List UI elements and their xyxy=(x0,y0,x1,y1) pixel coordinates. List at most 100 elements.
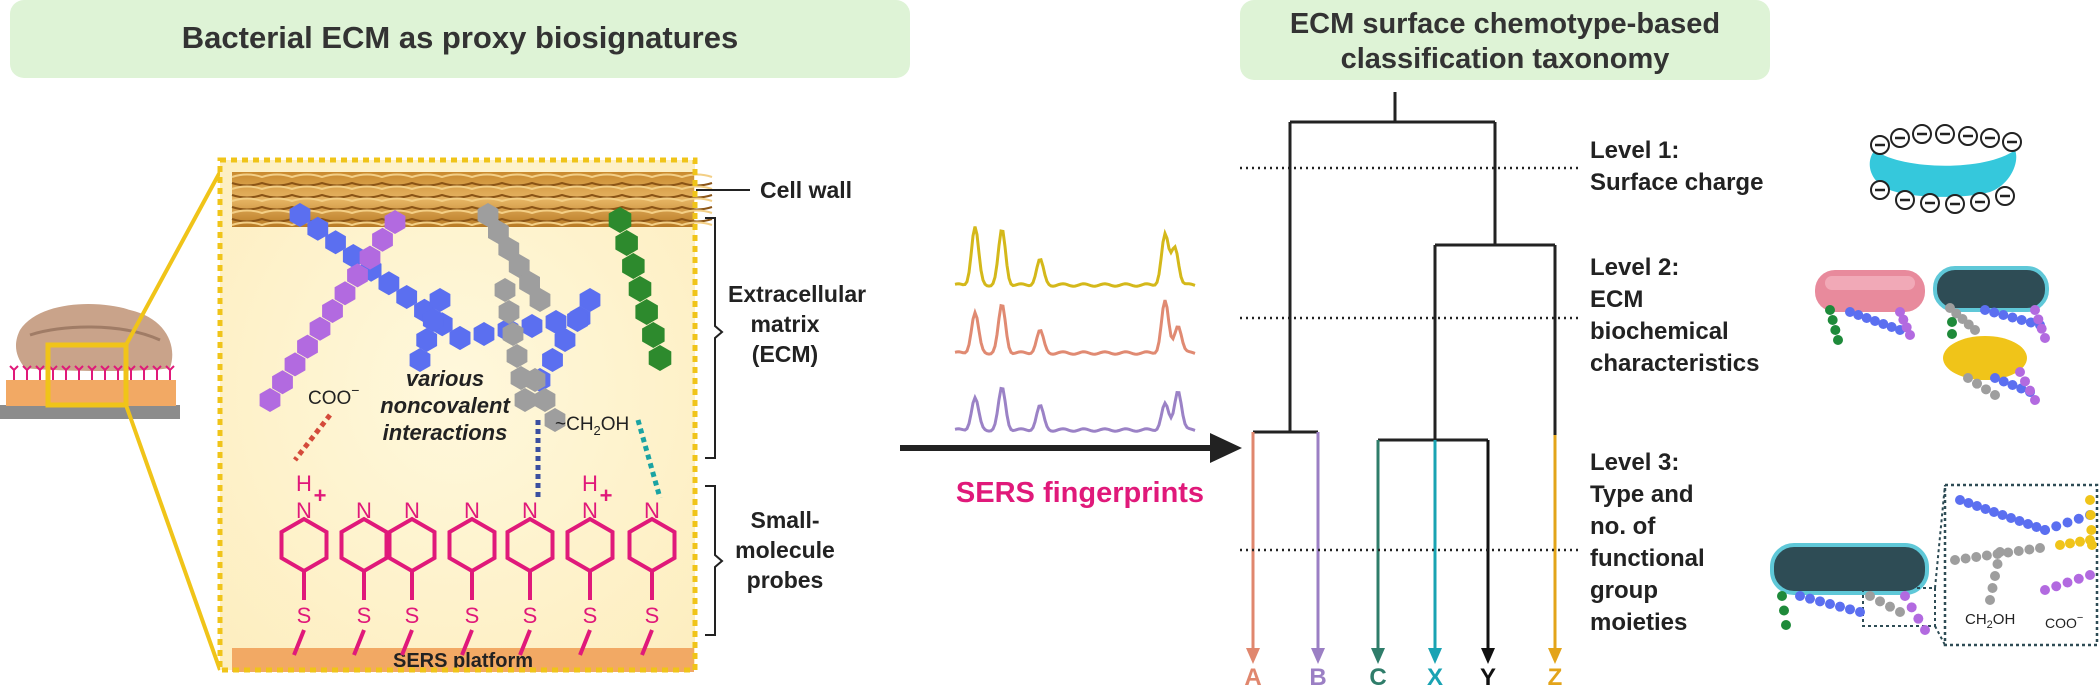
ecm-purple-hexagon xyxy=(297,334,318,359)
atom-n: N xyxy=(644,498,660,523)
interaction-line-coo xyxy=(293,413,332,462)
bead-blue xyxy=(1980,305,1990,315)
tiny-probe xyxy=(9,365,19,380)
leaf-label-B: B xyxy=(1309,664,1326,685)
bead-purple xyxy=(1898,314,1909,325)
ecm-gray-hexagon xyxy=(498,300,520,324)
ecm-green-hexagon xyxy=(635,299,658,325)
ecm-purple-hexagon xyxy=(347,263,368,288)
bead-green xyxy=(1781,620,1791,630)
dark-bacterium xyxy=(1935,268,2047,310)
atom-n: N xyxy=(296,498,312,523)
bead-purple xyxy=(2085,570,2095,580)
right-header-bg xyxy=(1240,0,1770,80)
wall-fiber xyxy=(231,173,713,179)
bead-blue xyxy=(2006,513,2016,523)
bead-gray xyxy=(2024,544,2035,555)
ecm-purple-hexagon xyxy=(309,316,331,341)
surface-charge-icon xyxy=(1869,124,2022,214)
bead-purple xyxy=(2025,385,2035,396)
bead-blue xyxy=(1955,495,1965,505)
left-header: Bacterial ECM as proxy biosignatures xyxy=(10,0,910,78)
bead-purple xyxy=(2051,581,2062,592)
ecm-purple-hexagon xyxy=(372,227,393,252)
ecm-gray-hexagon xyxy=(529,288,551,312)
pyridine-ring xyxy=(279,516,329,574)
pyridine-ring xyxy=(565,516,615,574)
sers-spectrum-1 xyxy=(954,299,1196,356)
bead-gray xyxy=(2035,543,2045,553)
ecm-gray-hexagon xyxy=(519,271,540,295)
tiny-probes xyxy=(9,365,175,380)
bead-gray xyxy=(1895,607,1905,617)
atom-s: S xyxy=(357,603,372,628)
bead-blue xyxy=(1980,504,1991,514)
bead-gray xyxy=(1990,571,2000,581)
left-title: Bacterial ECM as proxy biosignatures xyxy=(182,20,738,55)
level-labels: Level 1: Surface charge Level 2: ECM bio… xyxy=(1590,137,1763,636)
bead-gray xyxy=(1885,601,1895,612)
various-label-1: various xyxy=(406,366,484,391)
ecm-purple-hexagon xyxy=(272,370,293,395)
bead-yellow xyxy=(2086,525,2097,535)
wall-fiber xyxy=(231,209,713,215)
bead-green xyxy=(1825,305,1835,315)
wall-fiber xyxy=(231,185,713,191)
bead-gray xyxy=(1972,378,1982,389)
ecm-gray-hexagon xyxy=(514,388,536,412)
bead-blue xyxy=(1870,316,1880,326)
bead-green xyxy=(1830,325,1841,335)
ecm-blue-hexagon xyxy=(409,348,431,372)
wall-fiber xyxy=(231,197,713,203)
right-title-1: ECM surface chemotype-based xyxy=(1290,8,1720,40)
atom-s: S xyxy=(405,603,420,628)
substrate-base xyxy=(0,405,180,419)
bead-blue xyxy=(1815,596,1825,607)
atom-h: H xyxy=(296,471,312,496)
bead-yellow xyxy=(2075,536,2085,547)
tiny-probe xyxy=(22,365,32,380)
functional-group-icons: CH2OH COO− xyxy=(1770,483,2099,647)
ecm-chains xyxy=(259,203,672,432)
ecm-blue-hexagon xyxy=(542,348,563,372)
bead-blue xyxy=(2014,516,2025,526)
leaf-label-Z: Z xyxy=(1548,664,1563,685)
bead-blue xyxy=(1886,322,1897,332)
coo-label: COO− xyxy=(308,382,359,409)
atom-n: N xyxy=(356,498,372,523)
bead-yellow xyxy=(2065,538,2075,549)
ecm-gray-hexagon xyxy=(524,368,546,392)
bead-blue xyxy=(2051,521,2062,532)
bead-blue xyxy=(2040,525,2050,535)
bead-gray xyxy=(1992,559,2003,569)
sers-spectrum-0 xyxy=(954,226,1196,288)
atom-h: H xyxy=(582,471,598,496)
bead-gray xyxy=(1981,550,1992,561)
bead-green xyxy=(1779,605,1789,616)
ecm-gray-hexagon xyxy=(494,278,516,302)
bead-gray xyxy=(1990,390,2000,400)
bead-green xyxy=(1827,315,1838,325)
leaf-arrowhead-A xyxy=(1246,648,1260,664)
bead-blue xyxy=(1989,307,2000,318)
lvl3-zoom-line-1 xyxy=(1934,484,1946,589)
negative-charges xyxy=(1870,124,2022,214)
sers-spectra xyxy=(954,226,1196,433)
cell-wall-label: Cell wall xyxy=(760,177,852,203)
ecm-blue-hexagon xyxy=(545,310,567,334)
ecm-gray-hexagon xyxy=(477,203,499,227)
surface-sketch xyxy=(0,171,222,671)
bead-blue xyxy=(2023,519,2033,529)
ecm-blue-hexagon xyxy=(429,288,451,312)
bead-green xyxy=(1947,329,1957,339)
bead-blue xyxy=(1998,376,2009,387)
bead-purple xyxy=(2073,573,2084,584)
ecm-blue-hexagon xyxy=(289,203,311,227)
various-label-3: interactions xyxy=(383,420,508,445)
probe-anchor xyxy=(400,629,414,656)
tiny-probe xyxy=(165,365,175,380)
bead-yellow xyxy=(2085,510,2096,520)
ecm-blue-hexagon xyxy=(307,216,329,241)
